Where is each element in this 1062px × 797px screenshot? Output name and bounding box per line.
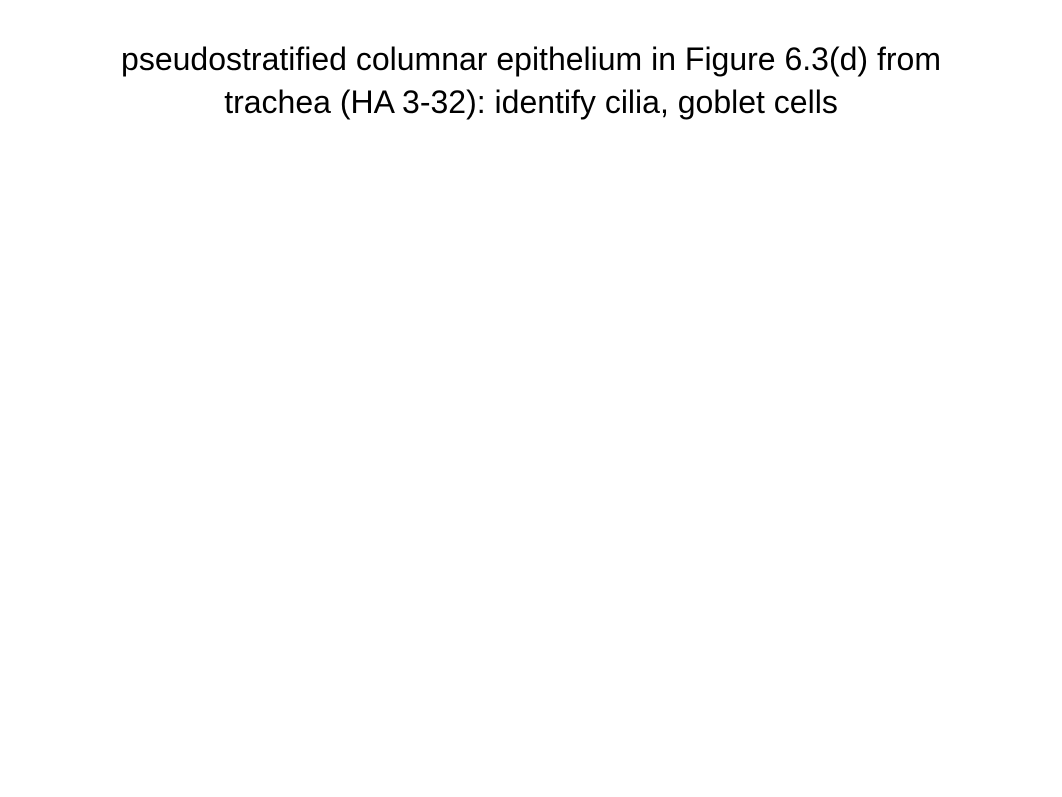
slide: pseudostratified columnar epithelium in …	[0, 0, 1062, 797]
slide-title-line1: pseudostratified columnar epithelium in …	[40, 38, 1022, 81]
slide-title: pseudostratified columnar epithelium in …	[0, 38, 1062, 124]
slide-title-line2: trachea (HA 3-32): identify cilia, goble…	[40, 81, 1022, 124]
